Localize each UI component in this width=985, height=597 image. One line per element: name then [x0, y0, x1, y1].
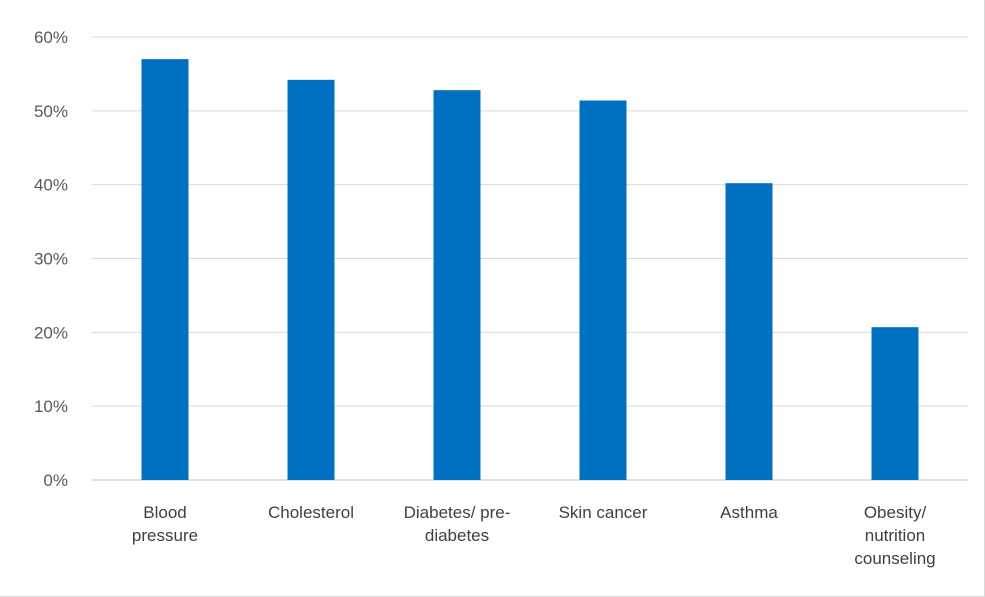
x-tick-label: diabetes	[425, 526, 489, 545]
x-tick-label: Diabetes/ pre-	[404, 503, 511, 522]
y-tick-label: 30%	[34, 250, 68, 269]
x-tick-label: Skin cancer	[559, 503, 648, 522]
bar	[287, 79, 335, 480]
x-tick-label: Obesity/	[864, 503, 927, 522]
x-tick-label: counseling	[854, 549, 935, 568]
y-tick-label: 50%	[34, 102, 68, 121]
bar	[725, 183, 773, 480]
x-tick-label: nutrition	[865, 526, 925, 545]
y-tick-label: 10%	[34, 397, 68, 416]
x-tick-label: pressure	[132, 526, 198, 545]
y-tick-label: 40%	[34, 176, 68, 195]
y-tick-label: 20%	[34, 323, 68, 342]
y-tick-label: 60%	[34, 28, 68, 47]
x-tick-label: Cholesterol	[268, 503, 354, 522]
bar	[433, 90, 481, 480]
x-tick-label: Blood	[143, 503, 186, 522]
bar	[579, 100, 627, 480]
bar	[871, 327, 919, 480]
bar	[141, 59, 189, 481]
x-tick-label: Asthma	[720, 503, 778, 522]
y-tick-label: 0%	[43, 471, 68, 490]
